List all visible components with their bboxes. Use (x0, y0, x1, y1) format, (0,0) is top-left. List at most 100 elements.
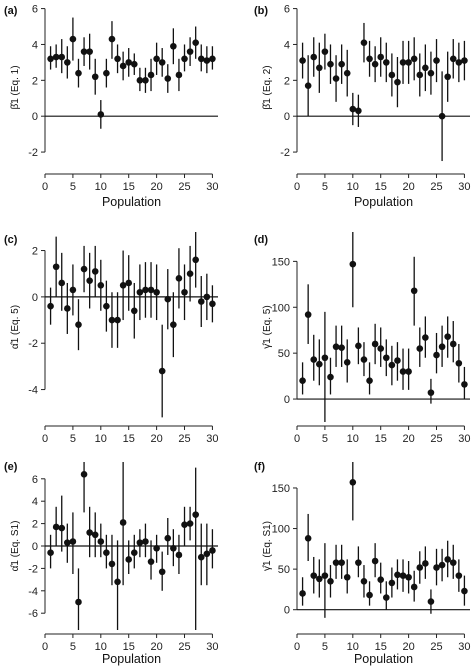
data-point (153, 55, 160, 63)
panel-label: (a) (4, 5, 18, 17)
data-point (327, 60, 334, 68)
y-tick-label: 6 (284, 4, 290, 16)
data-point (416, 564, 424, 571)
panel-label: (c) (4, 234, 18, 246)
data-point (47, 55, 54, 63)
x-tick-label: 0 (42, 641, 48, 653)
data-point (47, 549, 54, 557)
data-point (394, 357, 401, 364)
data-point (69, 35, 77, 43)
data-point (170, 544, 177, 552)
data-point (410, 583, 418, 591)
data-point (360, 578, 368, 585)
x-tick-label: 30 (206, 181, 218, 193)
data-point (371, 340, 379, 348)
x-tick-label: 15 (123, 181, 135, 193)
data-point (349, 105, 357, 113)
panel-label: (e) (4, 461, 18, 473)
data-point (455, 59, 463, 66)
data-point (422, 334, 429, 341)
data-point (438, 561, 446, 569)
data-point (394, 78, 401, 86)
data-point (175, 275, 183, 282)
data-point (192, 511, 199, 518)
data-point (175, 71, 183, 79)
y-tick-label: -2 (28, 147, 38, 159)
data-point (399, 572, 407, 579)
data-point (58, 53, 66, 61)
data-point (455, 572, 463, 579)
data-point (209, 55, 216, 63)
data-point (461, 57, 468, 64)
y-tick-label: 100 (272, 524, 290, 536)
y-tick-label: -2 (28, 563, 38, 575)
y-tick-label: -4 (28, 586, 38, 598)
x-tick-label: 0 (294, 433, 300, 445)
data-point (327, 373, 334, 381)
data-point (158, 568, 166, 576)
data-point (304, 534, 312, 542)
x-tick-label: 0 (42, 181, 48, 193)
data-point (321, 354, 329, 362)
x-tick-label: 5 (70, 181, 76, 193)
data-point (147, 71, 155, 79)
x-axis-label: Population (354, 652, 413, 666)
data-point (130, 60, 138, 68)
data-point (316, 575, 323, 583)
x-tick-label: 20 (402, 641, 414, 653)
data-point (433, 57, 440, 64)
data-point (388, 361, 396, 369)
data-point (332, 343, 340, 351)
data-point (130, 549, 138, 557)
data-point (164, 75, 172, 82)
data-point (64, 305, 71, 312)
y-tick-label: 50 (278, 564, 290, 576)
x-tick-label: 25 (430, 433, 442, 445)
data-point (416, 345, 424, 352)
data-point (97, 111, 105, 118)
data-point (97, 538, 105, 545)
x-tick-label: 15 (123, 433, 135, 445)
data-point (147, 286, 155, 294)
x-tick-label: 15 (375, 181, 387, 193)
data-point (399, 368, 407, 375)
x-tick-label: 5 (70, 641, 76, 653)
y-tick-label: 50 (278, 348, 290, 360)
data-point (197, 553, 205, 561)
data-point (52, 53, 60, 61)
data-point (64, 59, 71, 66)
panel-label: (d) (254, 234, 268, 246)
data-point (158, 367, 166, 375)
y-axis-label: β̂1 (Eq. 2) (261, 65, 273, 109)
data-point (75, 598, 82, 606)
data-point (399, 59, 407, 66)
x-tick-label: 15 (123, 641, 135, 653)
data-point (343, 573, 351, 581)
x-tick-label: 30 (458, 433, 470, 445)
data-point (449, 55, 457, 63)
x-tick-label: 10 (95, 181, 107, 193)
data-point (299, 377, 306, 384)
x-tick-label: 5 (322, 181, 328, 193)
data-point (136, 539, 144, 546)
x-tick-label: 25 (178, 641, 190, 653)
data-point (86, 48, 93, 55)
data-point (52, 263, 60, 271)
data-point (338, 559, 345, 566)
data-point (186, 48, 194, 55)
x-tick-label: 10 (347, 181, 359, 193)
x-tick-label: 30 (206, 641, 218, 653)
data-point (114, 578, 121, 586)
data-point (125, 59, 133, 66)
data-point (181, 55, 188, 63)
data-point (310, 53, 318, 61)
data-point (142, 77, 149, 84)
data-point (203, 550, 211, 558)
x-tick-label: 30 (458, 181, 470, 193)
data-point (209, 300, 216, 308)
y-tick-label: 0 (284, 111, 290, 123)
y-axis-label: γ̂1 (Eq. S1) (261, 521, 273, 571)
data-point (80, 471, 88, 478)
x-tick-label: 25 (178, 181, 190, 193)
data-point (119, 281, 127, 289)
